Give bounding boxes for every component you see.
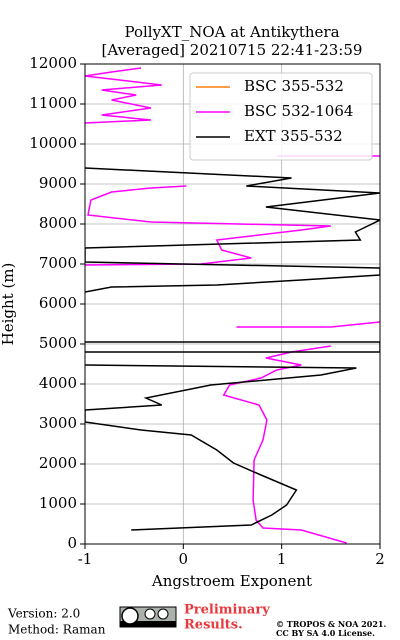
y-tick-label: 1000 (39, 494, 77, 512)
y-tick-label: 12000 (29, 54, 77, 72)
preliminary: Results. (184, 618, 243, 633)
y-tick-label: 10000 (29, 134, 77, 152)
legend-label: EXT 355-532 (244, 127, 343, 145)
x-tick-label: 2 (375, 550, 385, 568)
license-badge (119, 606, 177, 628)
y-tick-label: 6000 (39, 294, 77, 312)
y-tick-label: 0 (67, 534, 77, 552)
legend-box (189, 72, 373, 161)
x-tick-label: -1 (78, 550, 93, 568)
plot-area: 0 1000 2000 3000 4000 5000 6000 7000 8000 9000 100… (29, 54, 384, 568)
series-group (85, 67, 380, 544)
chart-subtitle: [Averaged] 20210715 22:41-23:59 (102, 41, 363, 59)
copyright: CC BY SA 4.0 License. (276, 628, 375, 638)
x-tick-label: 0 (179, 550, 189, 568)
profile-line (85, 67, 380, 544)
legend-label: BSC 355-532 (244, 77, 344, 95)
y-tick-label: 4000 (39, 374, 77, 392)
y-tick-label: 5000 (39, 334, 77, 352)
legend-label: BSC 532-1064 (244, 102, 353, 120)
preliminary: Preliminary (184, 603, 270, 618)
y-tick-label: 9000 (39, 174, 77, 192)
y-tick-label: 8000 (39, 214, 77, 232)
profile-line (85, 167, 380, 531)
x-axis-label: Angstroem Exponent (151, 572, 312, 590)
y-axis-label: Height (m) (0, 263, 17, 346)
method: Method: Raman (8, 623, 106, 637)
y-tick-label: 2000 (39, 454, 77, 472)
x-tick-label: 1 (277, 550, 287, 568)
y-tick-label: 7000 (39, 254, 77, 272)
y-tick-label: 11000 (29, 94, 77, 112)
axes-frame (84, 63, 381, 545)
y-tick-label: 3000 (39, 414, 77, 432)
version: Version: 2.0 (7, 607, 80, 621)
copyright: © TROPOS & NOA 2021. (276, 619, 386, 629)
chart-title: PollyXT_NOA at Antikythera (124, 23, 339, 41)
